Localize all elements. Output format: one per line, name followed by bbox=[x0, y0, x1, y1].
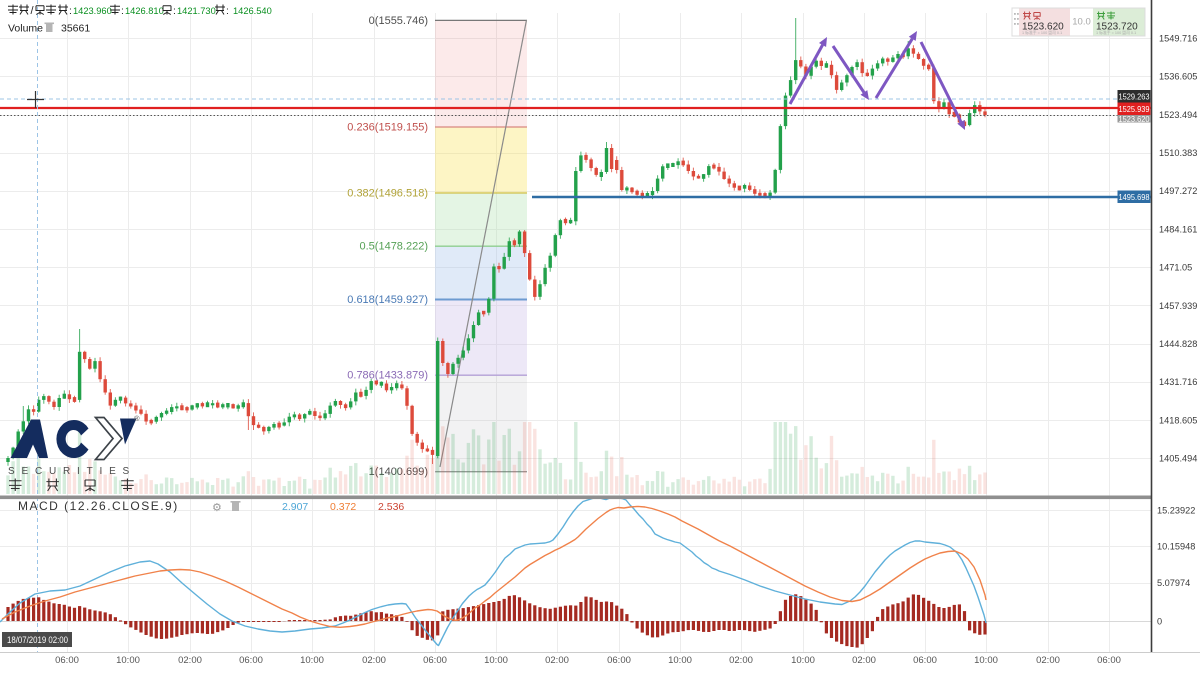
svg-text:1523.494: 1523.494 bbox=[1159, 110, 1197, 120]
svg-text:10:00: 10:00 bbox=[300, 655, 324, 666]
svg-text:⚙: ⚙ bbox=[212, 502, 222, 514]
svg-text:0.372: 0.372 bbox=[330, 501, 356, 513]
svg-text:1497.272: 1497.272 bbox=[1159, 186, 1197, 196]
svg-text:1529.263: 1529.263 bbox=[1119, 92, 1150, 102]
svg-text:1471.05: 1471.05 bbox=[1159, 263, 1192, 273]
svg-text:15.23922: 15.23922 bbox=[1157, 505, 1195, 515]
svg-text:06:00: 06:00 bbox=[607, 655, 631, 666]
svg-text::: : bbox=[226, 5, 229, 17]
svg-text:18/07/2019 02:00: 18/07/2019 02:00 bbox=[7, 635, 68, 646]
svg-text:1421.730: 1421.730 bbox=[177, 6, 216, 16]
svg-text:1423.960: 1423.960 bbox=[73, 6, 112, 16]
svg-text:06:00: 06:00 bbox=[55, 655, 79, 666]
svg-text:5.07974: 5.07974 bbox=[1157, 578, 1190, 588]
svg-text:1484.161: 1484.161 bbox=[1159, 224, 1197, 234]
svg-text:0.5(1478.222): 0.5(1478.222) bbox=[360, 241, 429, 253]
svg-text:1 标准手 = 100 盥司 0.1: 1 标准手 = 100 盥司 0.1 bbox=[1022, 30, 1062, 35]
svg-text:1431.716: 1431.716 bbox=[1159, 377, 1197, 387]
svg-text:02:00: 02:00 bbox=[852, 655, 876, 666]
svg-text:10:00: 10:00 bbox=[791, 655, 815, 666]
svg-text:1418.605: 1418.605 bbox=[1159, 415, 1197, 425]
svg-text:2.907: 2.907 bbox=[282, 501, 308, 513]
svg-text:02:00: 02:00 bbox=[362, 655, 386, 666]
svg-text:1457.939: 1457.939 bbox=[1159, 301, 1197, 311]
svg-text:®: ® bbox=[134, 414, 140, 423]
svg-text:1426.540: 1426.540 bbox=[233, 6, 272, 16]
svg-text:0.786(1433.879): 0.786(1433.879) bbox=[347, 370, 428, 382]
svg-text:1426.810: 1426.810 bbox=[125, 6, 164, 16]
svg-text:0(1555.746): 0(1555.746) bbox=[369, 15, 428, 27]
svg-text:10:00: 10:00 bbox=[668, 655, 692, 666]
svg-text:02:00: 02:00 bbox=[545, 655, 569, 666]
svg-text:1495.698: 1495.698 bbox=[1119, 192, 1150, 202]
svg-text:1525.939: 1525.939 bbox=[1119, 104, 1150, 114]
svg-text:10.15948: 10.15948 bbox=[1157, 542, 1195, 552]
svg-text:35661: 35661 bbox=[61, 23, 90, 35]
svg-text:02:00: 02:00 bbox=[178, 655, 202, 666]
svg-text:10:00: 10:00 bbox=[974, 655, 998, 666]
svg-text:0: 0 bbox=[1157, 616, 1162, 626]
svg-text:1549.716: 1549.716 bbox=[1159, 34, 1197, 44]
svg-text:06:00: 06:00 bbox=[423, 655, 447, 666]
svg-text:0.618(1459.927): 0.618(1459.927) bbox=[347, 294, 428, 306]
svg-text:1405.494: 1405.494 bbox=[1159, 454, 1197, 464]
svg-text:1510.383: 1510.383 bbox=[1159, 148, 1197, 158]
svg-text:SECURITIES: SECURITIES bbox=[8, 466, 136, 477]
svg-text:0.382(1496.518): 0.382(1496.518) bbox=[347, 188, 428, 200]
svg-text:1 标准手 = 100 盥司 0.1: 1 标准手 = 100 盥司 0.1 bbox=[1096, 30, 1136, 35]
svg-text::: : bbox=[69, 5, 72, 17]
svg-text:06:00: 06:00 bbox=[913, 655, 937, 666]
svg-text:MACD (12.26.CLOSE.9): MACD (12.26.CLOSE.9) bbox=[18, 499, 179, 513]
svg-text:06:00: 06:00 bbox=[239, 655, 263, 666]
svg-text:2.536: 2.536 bbox=[378, 501, 404, 513]
svg-text:1523.620: 1523.620 bbox=[1119, 114, 1150, 124]
svg-text:10.0: 10.0 bbox=[1072, 17, 1091, 28]
svg-text:Volume: Volume bbox=[8, 23, 43, 35]
svg-text:10:00: 10:00 bbox=[484, 655, 508, 666]
svg-text:1444.828: 1444.828 bbox=[1159, 339, 1197, 349]
svg-text:1536.605: 1536.605 bbox=[1159, 72, 1197, 82]
svg-text:02:00: 02:00 bbox=[1036, 655, 1060, 666]
svg-text:02:00: 02:00 bbox=[729, 655, 753, 666]
svg-text:0.236(1519.155): 0.236(1519.155) bbox=[347, 122, 428, 134]
svg-text:06:00: 06:00 bbox=[1097, 655, 1121, 666]
svg-text::: : bbox=[173, 5, 176, 17]
svg-text::: : bbox=[121, 5, 124, 17]
svg-text:10:00: 10:00 bbox=[116, 655, 140, 666]
